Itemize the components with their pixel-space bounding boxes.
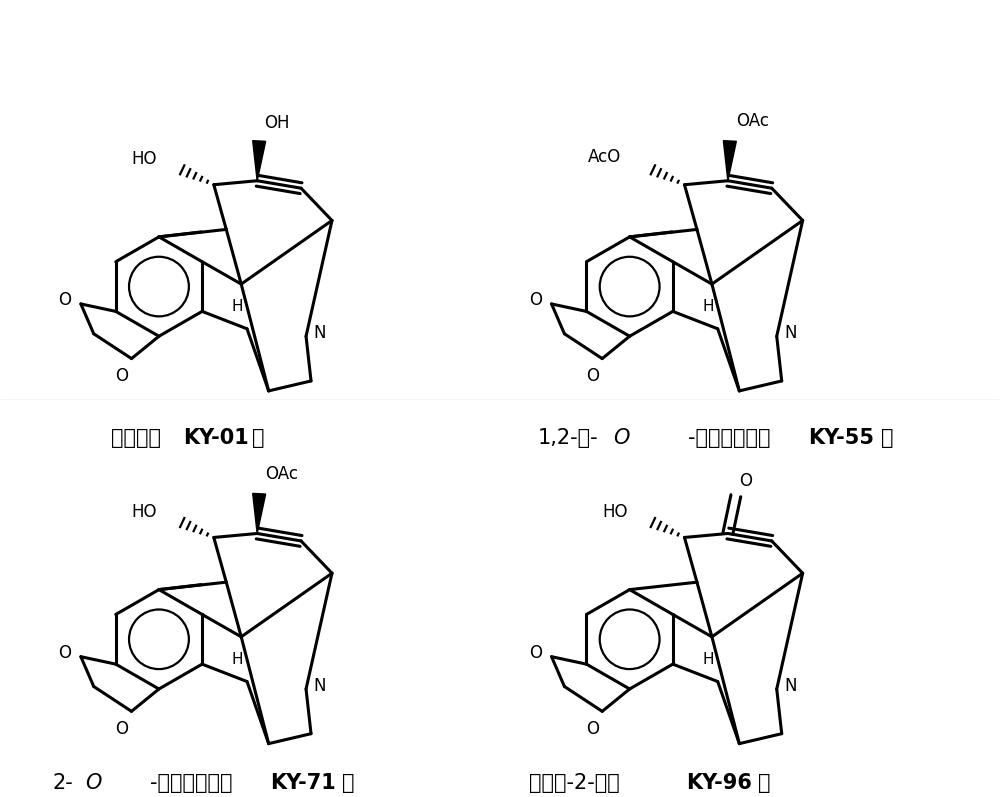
Polygon shape <box>253 141 266 181</box>
Text: N: N <box>784 324 797 342</box>
Text: OH: OH <box>264 114 290 132</box>
Text: O: O <box>529 644 542 662</box>
Text: O: O <box>586 720 599 738</box>
Text: O: O <box>739 472 752 490</box>
Text: OAc: OAc <box>736 112 769 130</box>
Text: KY-01: KY-01 <box>183 428 249 448</box>
Text: AcO: AcO <box>588 148 621 166</box>
Text: O: O <box>58 291 71 309</box>
Text: HO: HO <box>131 503 157 520</box>
Text: ）: ） <box>342 773 355 793</box>
Text: ）: ） <box>881 428 893 448</box>
Text: 1,2-二-: 1,2-二- <box>537 428 598 448</box>
Text: HO: HO <box>602 503 627 520</box>
Text: H: H <box>702 300 714 315</box>
Text: H: H <box>231 652 243 667</box>
Text: 石蒜碱（: 石蒜碱（ <box>111 428 161 448</box>
Text: O: O <box>613 428 630 448</box>
Text: H: H <box>702 652 714 667</box>
Text: N: N <box>314 677 326 695</box>
Text: -乙酰石蒜碱（: -乙酰石蒜碱（ <box>150 773 232 793</box>
Text: O: O <box>58 644 71 662</box>
Text: N: N <box>314 324 326 342</box>
Text: 石蒜碱-2-酮（: 石蒜碱-2-酮（ <box>529 773 620 793</box>
Text: HO: HO <box>131 150 157 168</box>
Text: O: O <box>115 367 128 386</box>
Text: OAc: OAc <box>266 465 299 483</box>
Polygon shape <box>253 493 266 533</box>
Polygon shape <box>723 141 736 181</box>
Text: ）: ） <box>758 773 771 793</box>
Text: KY-55: KY-55 <box>808 428 874 448</box>
Text: -乙酰石蒜碱（: -乙酰石蒜碱（ <box>688 428 771 448</box>
Text: 2-: 2- <box>53 773 74 793</box>
Text: N: N <box>784 677 797 695</box>
Text: H: H <box>231 300 243 315</box>
Text: O: O <box>115 720 128 738</box>
Text: KY-96: KY-96 <box>686 773 752 793</box>
Text: ）: ） <box>252 428 265 448</box>
Text: O: O <box>529 291 542 309</box>
Text: O: O <box>85 773 101 793</box>
Text: KY-71: KY-71 <box>270 773 335 793</box>
Text: O: O <box>586 367 599 386</box>
